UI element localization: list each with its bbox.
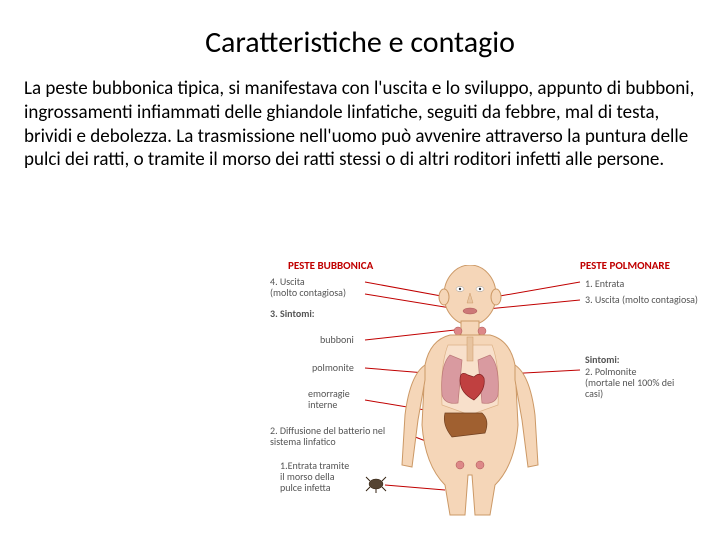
right-title: PESTE POLMONARE [580,260,670,272]
label-right-uscita: 3. Uscita (molto contagiosa) [585,294,698,305]
flea-icon [365,475,387,493]
label-polmonite: polmonite [312,362,354,373]
label-emorragie: emorragie interne [308,388,350,410]
label-right-sintomi-header: Sintomi: [585,354,620,365]
label-right-sintomi-body: 2. Polmonite (mortale nel 100% dei casi) [585,366,674,399]
left-title: PESTE BUBBONICA [288,260,373,272]
label-left-uscita: 4. Uscita (molto contagiosa) [270,276,346,298]
page-title: Caratteristiche e contagio [0,0,720,77]
human-body [390,265,550,525]
anatomy-diagram: PESTE BUBBONICA 4. Uscita (molto contagi… [270,260,700,530]
label-diffusione: 2. Diffusione del batterio nel sistema l… [270,425,385,447]
label-left-sintomi-header: 3. Sintomi: [270,308,315,319]
label-left-entrata: 1.Entrata tramite il morso della pulce i… [280,460,349,493]
label-bubboni: bubboni [320,334,354,345]
label-right-entrata: 1. Entrata [585,278,624,289]
body-paragraph: La peste bubbonica tipica, si manifestav… [0,77,720,172]
